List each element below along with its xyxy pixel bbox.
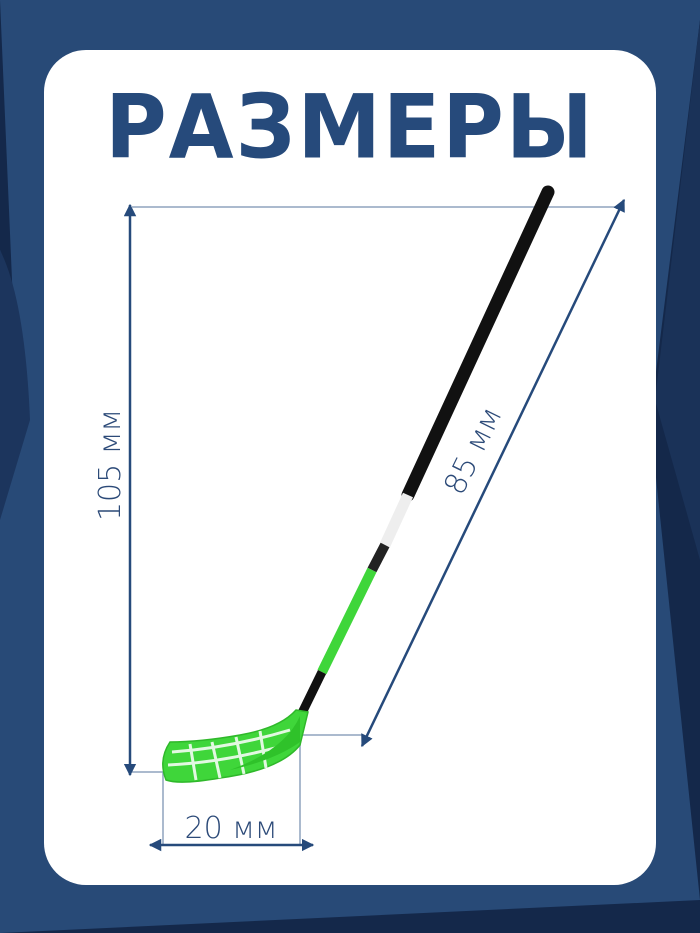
- floorball-stick: [162, 185, 555, 783]
- blade-width-label: 20 мм: [185, 811, 278, 846]
- page-title: РАЗМЕРЫ: [105, 75, 595, 179]
- shaft-length-arrow: [360, 198, 626, 748]
- height-label: 105 мм: [93, 409, 128, 521]
